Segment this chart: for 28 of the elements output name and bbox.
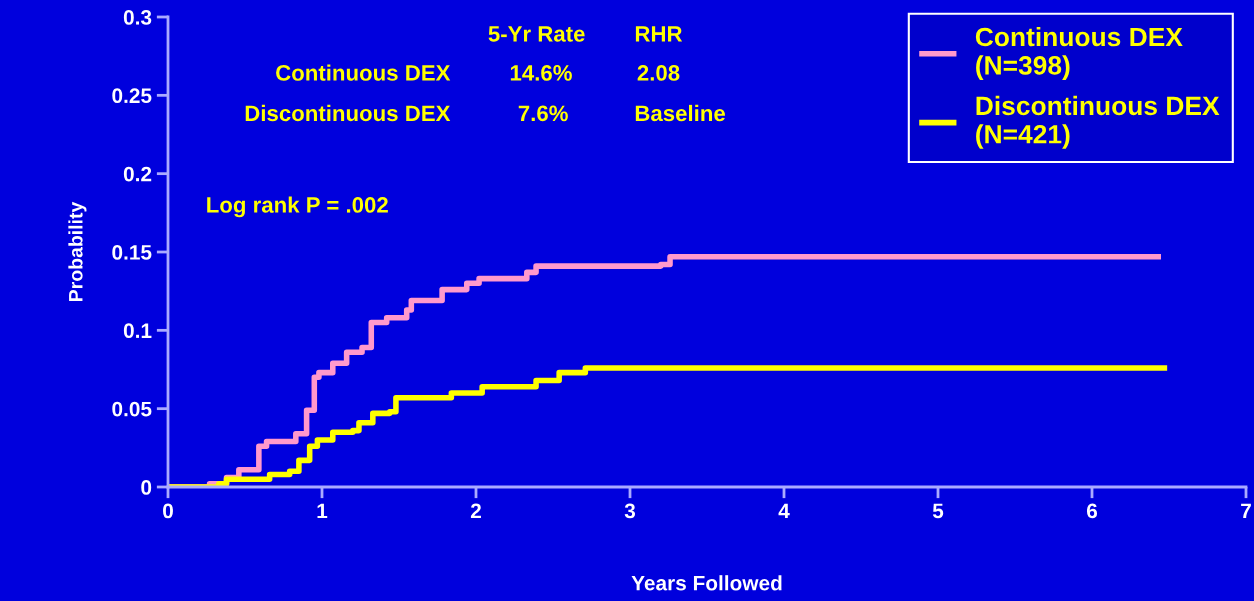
y-tick-label: 0.05 [112, 401, 152, 417]
annotation: Discontinuous DEX [245, 104, 451, 122]
y-tick-label: 0 [141, 480, 152, 495]
y-tick-label: 0.2 [123, 166, 152, 182]
annotation: Baseline [635, 104, 725, 122]
x-tick-label: 0 [163, 503, 173, 519]
y-tick-label: 0.25 [112, 88, 152, 104]
x-tick-label: 4 [778, 503, 790, 519]
y-tick-label: 0.3 [123, 10, 152, 25]
x-tick-label: 2 [470, 503, 481, 519]
x-tick-label: 7 [1241, 503, 1251, 519]
annotation: 14.6% [510, 65, 572, 81]
y-tick-label: 0.1 [123, 323, 152, 339]
legend-label: Continuous DEX (N=398) [975, 26, 1183, 80]
y-axis-title: Probability [68, 201, 87, 301]
annotation: 2.08 [637, 65, 680, 81]
annotation: Continuous DEX [276, 64, 451, 81]
x-tick-label: 6 [1086, 503, 1098, 519]
annotation: 7.6% [518, 105, 568, 122]
x-axis-title: Years Followed [631, 575, 782, 591]
annotation: 5-Yr Rate [488, 26, 585, 42]
annotation: Log rank P = .002 [207, 196, 388, 218]
annotation: RHR [635, 26, 683, 42]
x-tick-label: 5 [932, 503, 944, 519]
x-tick-label: 3 [624, 503, 636, 519]
x-tick-label: 1 [317, 503, 328, 519]
legend-label: Discontinuous DEX (N=421) [976, 95, 1220, 149]
y-tick-label: 0.15 [112, 245, 152, 260]
